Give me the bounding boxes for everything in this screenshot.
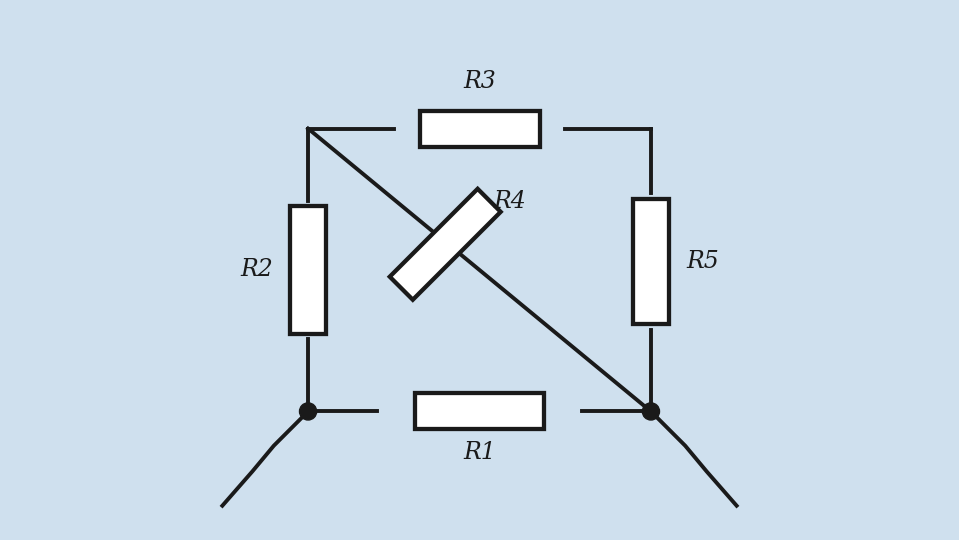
Text: R1: R1 xyxy=(463,441,496,464)
Text: R3: R3 xyxy=(463,70,496,93)
Bar xyxy=(290,206,326,334)
Polygon shape xyxy=(389,189,501,300)
Text: R2: R2 xyxy=(241,259,273,281)
Bar xyxy=(415,394,544,429)
Circle shape xyxy=(643,403,660,420)
Text: R4: R4 xyxy=(493,190,526,213)
Bar xyxy=(419,111,540,146)
Circle shape xyxy=(299,403,316,420)
Text: R5: R5 xyxy=(686,250,718,273)
Bar xyxy=(633,199,669,323)
